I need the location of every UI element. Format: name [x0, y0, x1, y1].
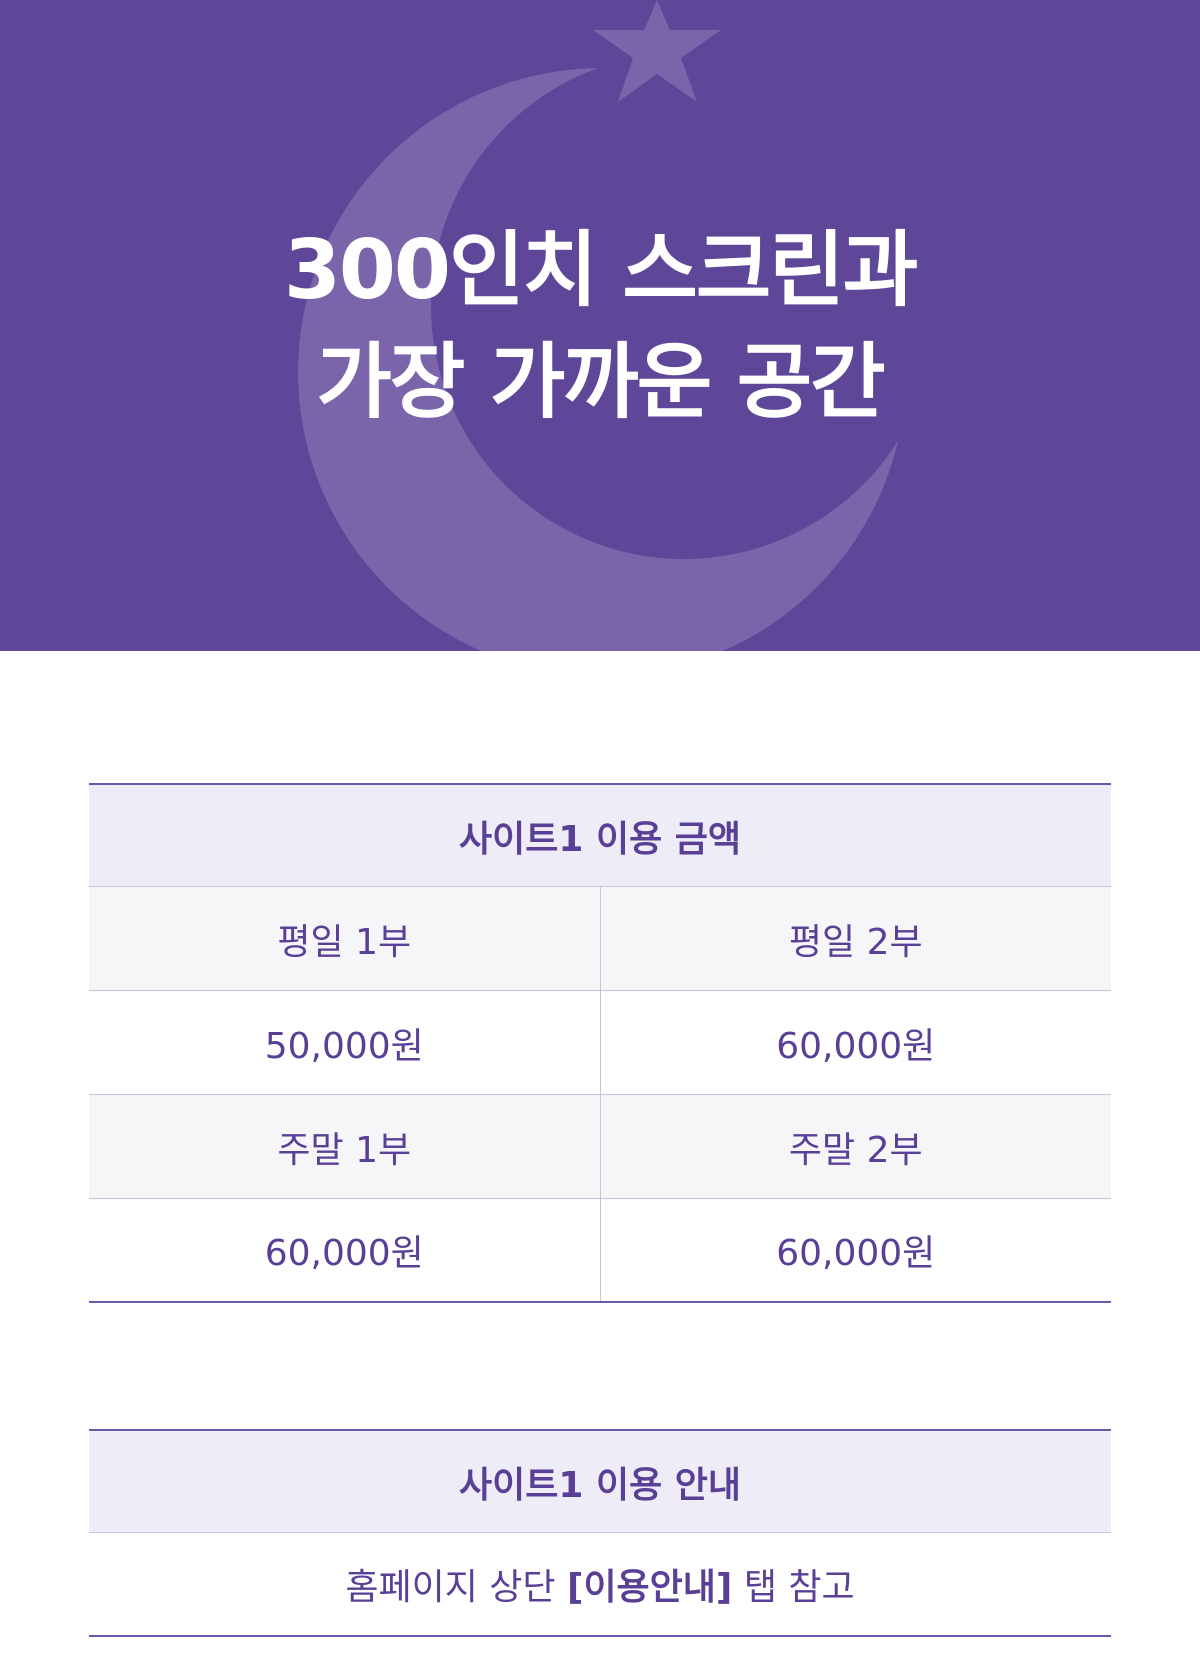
weekday-1-price: 50,000원: [264, 1025, 424, 1067]
weekend-1-label: 주말 1부: [277, 1129, 412, 1171]
page-title: 300인치 스크린과 가장 가까운 공간: [0, 215, 1200, 439]
table-row: 50,000원 60,000원: [89, 991, 1111, 1095]
table-row: 평일 1부 평일 2부: [89, 887, 1111, 991]
table-row: 홈페이지 상단 [이용안내] 탭 참고: [89, 1533, 1111, 1637]
price-table: 사이트1 이용 금액 평일 1부 평일 2부 50,000원 60,000원 주…: [89, 783, 1111, 1303]
weekend-1-price: 60,000원: [264, 1233, 424, 1274]
info-text: 홈페이지 상단 [이용안내] 탭 참고: [89, 1533, 1111, 1635]
weekday-2-label: 평일 2부: [599, 887, 1112, 990]
title-line-2: 가장 가까운 공간: [316, 335, 885, 430]
price-table-title: 사이트1 이용 금액: [459, 818, 741, 860]
title-line-1: 300인치 스크린과: [283, 223, 918, 318]
weekend-2-label: 주말 2부: [599, 1095, 1112, 1198]
info-text-before: 홈페이지 상단: [345, 1567, 567, 1608]
star-icon: [593, 0, 721, 102]
weekday-1-label: 평일 1부: [277, 921, 412, 963]
info-text-after: 탭 참고: [732, 1567, 855, 1608]
info-table-title: 사이트1 이용 안내: [459, 1464, 741, 1506]
table-row: 주말 1부 주말 2부: [89, 1095, 1111, 1199]
info-tab-reference: [이용안내]: [566, 1567, 733, 1608]
crescent-moon-star-graphic: [298, 0, 906, 651]
weekend-2-price: 60,000원: [599, 1199, 1112, 1301]
info-table: 사이트1 이용 안내 홈페이지 상단 [이용안내] 탭 참고: [89, 1429, 1111, 1637]
hero-banner: 300인치 스크린과 가장 가까운 공간: [0, 0, 1200, 651]
table-row: 60,000원 60,000원: [89, 1199, 1111, 1303]
crescent-moon-icon: [298, 68, 906, 651]
weekday-2-price: 60,000원: [599, 991, 1112, 1094]
